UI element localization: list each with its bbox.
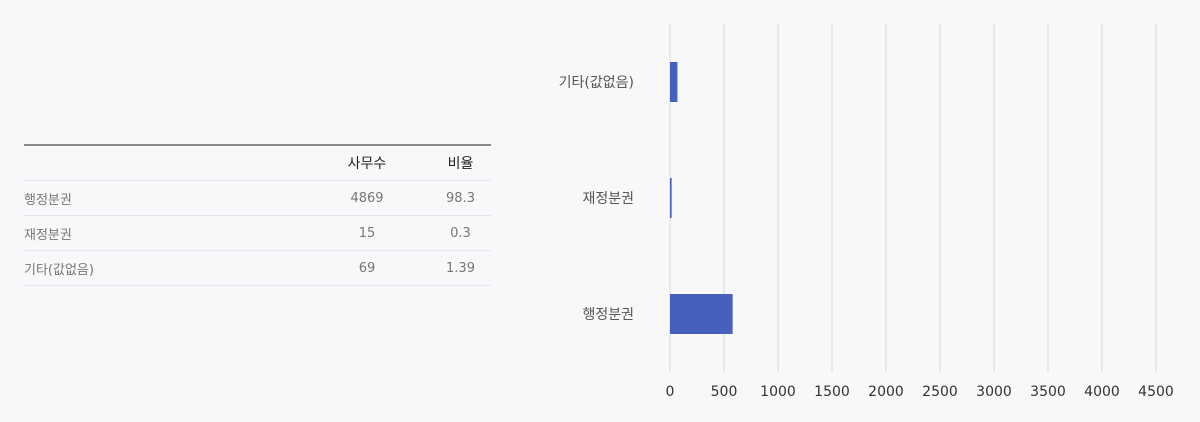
bar: [670, 178, 672, 218]
row-count: 15: [304, 215, 430, 251]
row-name: 재정분권: [24, 215, 304, 251]
header-ratio: 비율: [430, 145, 491, 181]
table-row: 행정분권 4869 98.3: [24, 180, 491, 216]
x-tick-label: 0: [666, 384, 675, 400]
y-category-label: 재정분권: [582, 191, 634, 207]
row-count: 4869: [304, 180, 430, 216]
x-tick-label: 4500: [1138, 384, 1174, 400]
row-name: 행정분권: [24, 180, 304, 216]
table-row: 기타(값없음) 69 1.39: [24, 250, 491, 286]
header-count: 사무수: [304, 145, 430, 181]
x-tick-label: 3500: [1030, 384, 1066, 400]
y-category-label: 기타(값없음): [559, 75, 634, 91]
bar: [670, 62, 678, 102]
summary-table: 사무수 비율 행정분권 4869 98.3 재정분권 15 0.3 기타(값없음…: [24, 144, 491, 286]
x-tick-label: 1000: [760, 384, 796, 400]
x-tick-label: 500: [711, 384, 738, 400]
x-tick-label: 3000: [976, 384, 1012, 400]
row-name: 기타(값없음): [24, 250, 304, 286]
table-header-row: 사무수 비율: [24, 145, 491, 181]
header-name: [24, 145, 304, 181]
row-ratio: 98.3: [430, 180, 491, 216]
x-tick-label: 2000: [868, 384, 904, 400]
x-tick-label: 1500: [814, 384, 850, 400]
bar-chart: 0 500 1000 1500 2000 2500 3000 3500 4000 4500 기타(값…: [559, 24, 1174, 400]
table-row: 재정분권 15 0.3: [24, 215, 491, 251]
bar: [670, 294, 733, 334]
row-count: 69: [304, 250, 430, 286]
y-category-label: 행정분권: [582, 307, 634, 323]
row-ratio: 0.3: [430, 215, 491, 251]
x-tick-label: 4000: [1084, 384, 1120, 400]
row-ratio: 1.39: [430, 250, 491, 286]
x-tick-label: 2500: [922, 384, 958, 400]
